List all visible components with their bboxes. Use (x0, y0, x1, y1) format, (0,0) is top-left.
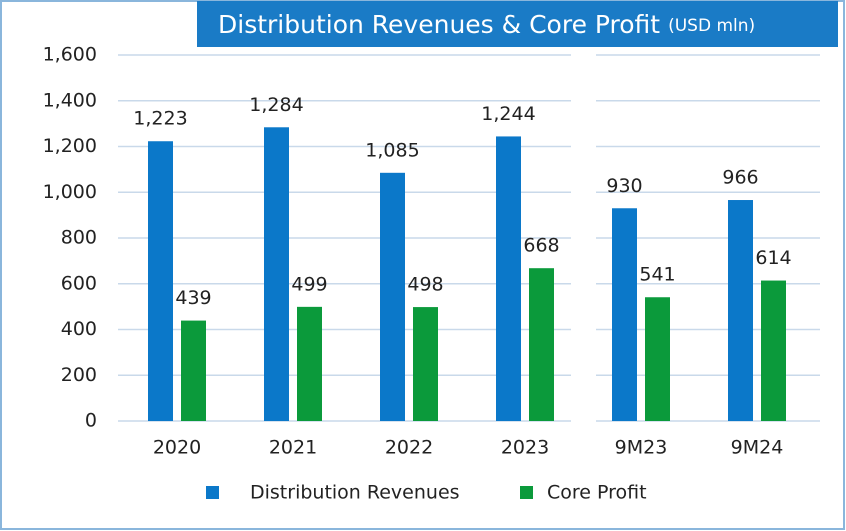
y-tick-label: 1,200 (43, 135, 97, 157)
bar (264, 127, 289, 421)
data-label: 930 (606, 175, 642, 197)
legend-swatch (520, 486, 533, 499)
subtitle-text: (USD mln) (668, 16, 755, 36)
x-tick-label: 2020 (153, 437, 201, 459)
data-label: 1,284 (249, 94, 303, 116)
x-tick-label: 2022 (385, 437, 433, 459)
title-text: Distribution Revenues & Core Profit (218, 10, 660, 39)
data-label: 499 (291, 273, 327, 295)
y-tick-label: 1,600 (43, 44, 97, 66)
legend-swatch (206, 486, 219, 499)
y-tick-label: 1,400 (43, 89, 97, 111)
data-label: 1,085 (365, 139, 419, 161)
data-label: 439 (175, 287, 211, 309)
y-tick-label: 0 (85, 410, 97, 432)
bar (181, 320, 206, 421)
x-tick-label: 2021 (269, 437, 317, 459)
y-tick-label: 1,000 (43, 181, 97, 203)
data-label: 1,223 (133, 108, 187, 130)
x-tick-label: 2023 (501, 437, 549, 459)
bar (728, 200, 753, 421)
y-tick-label: 600 (61, 272, 97, 294)
legend-label: Core Profit (547, 482, 647, 504)
y-tick-label: 800 (61, 227, 97, 249)
chart-title: Distribution Revenues & Core Profit (USD … (218, 10, 755, 39)
y-tick-label: 400 (61, 318, 97, 340)
data-label: 541 (639, 264, 675, 286)
data-label: 1,244 (481, 103, 535, 125)
title-box (197, 1, 838, 47)
bar (297, 306, 322, 421)
legend-label: Distribution Revenues (250, 482, 460, 504)
bar (529, 268, 554, 421)
bar (148, 141, 173, 421)
data-label: 614 (755, 247, 791, 269)
x-tick-label: 9M24 (731, 437, 784, 459)
bar (413, 307, 438, 421)
data-label: 966 (722, 167, 758, 189)
bar (612, 208, 637, 421)
bar (380, 172, 405, 421)
bar (496, 136, 521, 421)
data-label: 668 (523, 235, 559, 257)
bar (645, 297, 670, 421)
x-tick-label: 9M23 (615, 437, 668, 459)
y-tick-label: 200 (61, 364, 97, 386)
bar (761, 280, 786, 421)
data-label: 498 (407, 274, 443, 296)
